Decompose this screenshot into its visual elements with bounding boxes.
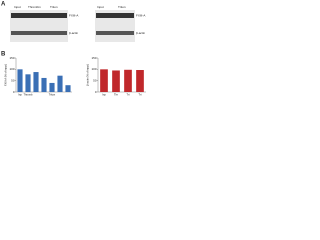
bar bbox=[65, 85, 71, 92]
y-axis-label: FXIII-A (% of input) bbox=[4, 64, 8, 86]
lane-label: Triton bbox=[50, 5, 58, 9]
y-tick-label: 150 bbox=[9, 56, 14, 60]
bar bbox=[33, 72, 39, 92]
band bbox=[11, 31, 67, 35]
x-tick-label: Triton bbox=[49, 93, 56, 97]
band bbox=[11, 13, 67, 18]
x-tick-label: Thr bbox=[114, 93, 118, 97]
x-tick-label: Thromb bbox=[24, 93, 33, 97]
band bbox=[96, 31, 134, 35]
lane-label: Triton bbox=[118, 5, 126, 9]
panel-label: A bbox=[1, 2, 6, 8]
lane-label: Thrombin bbox=[28, 5, 41, 9]
bar bbox=[41, 77, 47, 92]
band-label: β-actin bbox=[69, 31, 78, 35]
y-tick-label: 50 bbox=[11, 78, 15, 82]
y-tick-label: 150 bbox=[91, 56, 96, 60]
band-label: FXIII-A bbox=[69, 13, 78, 17]
y-axis-label: β-actin (% of input) bbox=[86, 64, 90, 86]
bar bbox=[57, 75, 63, 92]
bar bbox=[17, 69, 23, 92]
bar bbox=[112, 70, 120, 92]
lane-label: Input bbox=[97, 5, 104, 9]
bar bbox=[124, 69, 132, 92]
panel-label: B bbox=[1, 52, 6, 58]
y-tick-label: 0 bbox=[13, 90, 15, 94]
y-tick-label: 50 bbox=[93, 78, 97, 82]
lane-label: Input bbox=[14, 5, 21, 9]
band bbox=[96, 13, 134, 18]
band-label: FXIII-A bbox=[136, 13, 145, 17]
y-tick-label: 100 bbox=[91, 67, 96, 71]
band-label: β-actin bbox=[136, 31, 145, 35]
x-tick-label: Tri bbox=[127, 93, 130, 97]
x-tick-label: Inp bbox=[102, 93, 106, 97]
y-tick-label: 0 bbox=[95, 90, 97, 94]
figure: A B Input Thrombin Triton FXIII-A β-acti… bbox=[1, 2, 146, 97]
bar bbox=[136, 70, 144, 92]
bar bbox=[25, 74, 31, 92]
x-tick-label: Inp bbox=[18, 93, 22, 97]
bar bbox=[100, 69, 108, 92]
bar bbox=[49, 82, 55, 92]
x-tick-label: Tri bbox=[139, 93, 142, 97]
y-tick-label: 100 bbox=[9, 67, 14, 71]
